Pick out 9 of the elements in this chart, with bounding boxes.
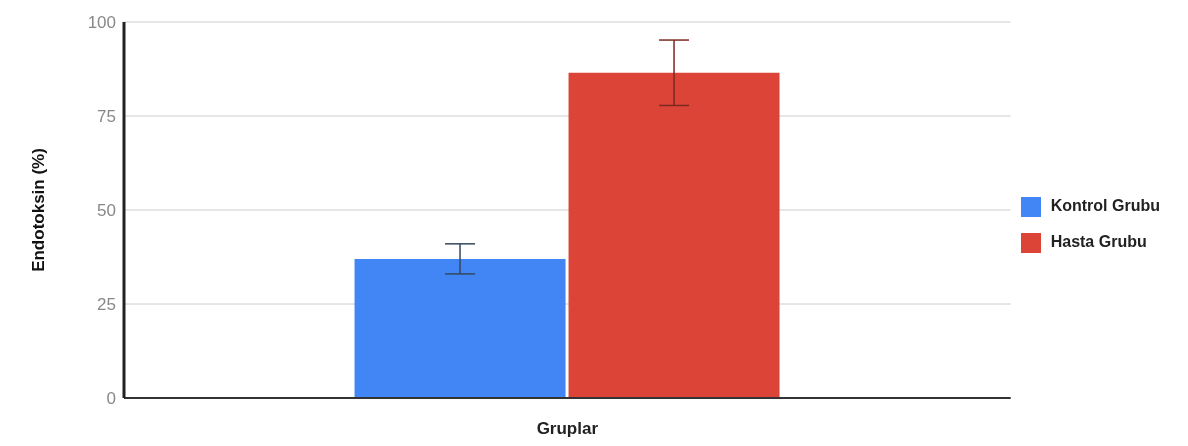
y-tick-label: 50 xyxy=(97,201,116,221)
y-axis-title: Endotoksin (%) xyxy=(29,148,49,272)
legend-label: Hasta Grubu xyxy=(1050,233,1147,250)
legend-label: Kontrol Grubu xyxy=(1050,197,1160,214)
y-tick-label: 0 xyxy=(106,389,116,409)
y-tick-label: 75 xyxy=(97,107,116,127)
x-axis-title: Gruplar xyxy=(536,419,599,438)
y-tick-label: 25 xyxy=(97,295,116,315)
y-tick-label: 100 xyxy=(87,13,116,33)
